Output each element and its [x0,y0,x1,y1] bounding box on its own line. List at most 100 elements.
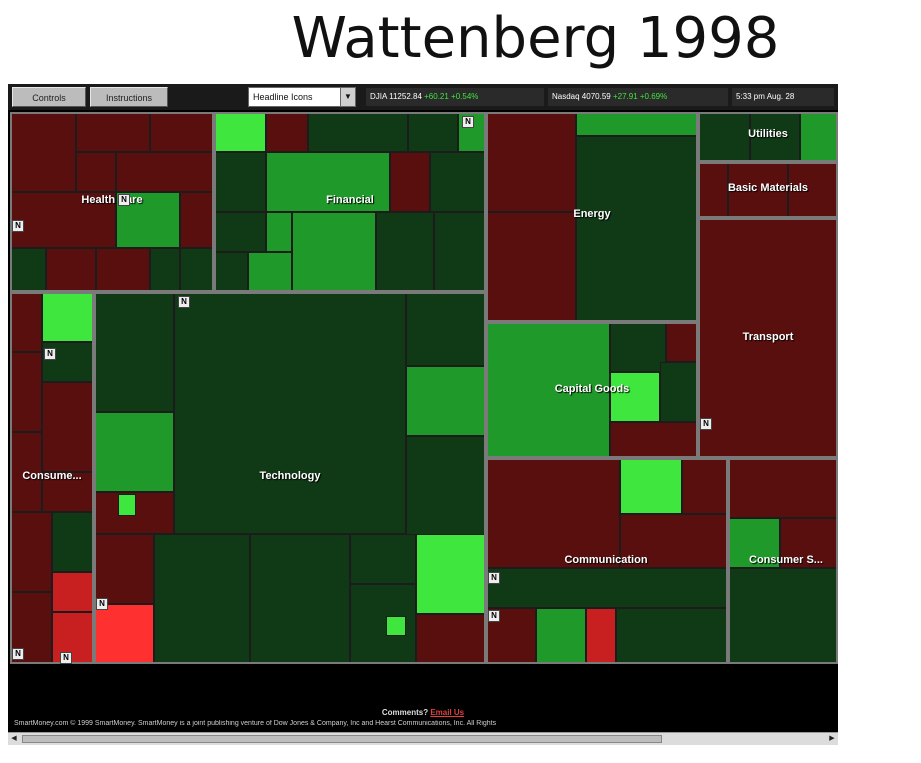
headline-badge[interactable]: N [700,418,712,430]
sector-label-energy[interactable]: Energy [573,208,611,220]
treemap-cell[interactable] [46,248,96,292]
treemap-cell[interactable] [682,458,728,514]
treemap-cell[interactable] [10,248,46,292]
treemap-cell[interactable] [416,614,486,664]
treemap-cell[interactable] [150,112,214,152]
treemap-cell[interactable] [94,412,174,492]
treemap-cell[interactable] [430,152,486,212]
treemap-cell[interactable] [214,252,248,292]
treemap-cell[interactable] [10,192,116,248]
view-select[interactable]: Headline Icons ▼ [248,87,356,107]
sector-label-health-care[interactable]: Health Care [81,194,143,206]
treemap-cell[interactable] [728,458,838,518]
headline-badge[interactable]: N [178,296,190,308]
treemap-cell[interactable] [42,382,94,472]
treemap-cell[interactable] [180,192,214,248]
treemap-cell[interactable] [76,112,150,152]
treemap-cell[interactable] [266,212,292,252]
treemap-cell[interactable] [728,568,838,664]
treemap-cell[interactable] [174,292,406,534]
treemap-cell[interactable] [698,112,750,162]
treemap-cell[interactable] [698,218,838,458]
treemap-cell[interactable] [350,584,416,664]
treemap-cell[interactable] [610,372,660,422]
headline-badge[interactable]: N [12,648,24,660]
scroll-right-icon[interactable]: ▶ [829,735,835,742]
chevron-down-icon[interactable]: ▼ [340,88,355,106]
sector-label-technology[interactable]: Technology [259,470,321,482]
sector-label-communication[interactable]: Communication [564,554,648,566]
treemap-cell[interactable] [536,608,586,664]
treemap-cell[interactable] [406,436,486,536]
treemap-cell[interactable] [376,212,434,292]
treemap-cell[interactable] [214,212,266,252]
treemap-cell[interactable] [728,518,780,568]
treemap-cell[interactable] [292,212,376,292]
treemap-cell[interactable] [266,152,390,212]
treemap-cell[interactable] [610,422,698,458]
treemap-cell[interactable] [10,292,42,352]
treemap-cell[interactable] [386,616,406,636]
headline-badge[interactable]: N [118,194,130,206]
instructions-button[interactable]: Instructions [90,87,168,107]
sector-label-capital-goods[interactable]: Capital Goods [554,383,630,395]
treemap-cell[interactable] [486,212,576,322]
treemap-cell[interactable] [666,322,698,362]
treemap-cell[interactable] [94,292,174,412]
treemap-cell[interactable] [486,458,620,568]
sector-label-transport[interactable]: Transport [742,331,794,343]
controls-button[interactable]: Controls [12,87,86,107]
treemap-cell[interactable] [308,112,408,152]
treemap-cell[interactable] [620,458,682,514]
treemap-cell[interactable] [434,212,486,292]
treemap-cell[interactable] [616,608,728,664]
treemap-cell[interactable] [52,572,94,612]
treemap-cell[interactable] [576,112,698,136]
treemap-cell[interactable] [250,534,350,664]
sector-label-consumer-staples[interactable]: Consumer S... [749,554,823,566]
email-us-link[interactable]: Email Us [430,708,465,717]
headline-badge[interactable]: N [96,598,108,610]
treemap-cell[interactable] [214,112,266,152]
sector-label-utilities[interactable]: Utilities [748,128,788,140]
treemap-cell[interactable] [610,322,666,372]
treemap-cell[interactable] [486,112,576,212]
sector-label-financial[interactable]: Financial [326,194,374,206]
sector-label-basic-materials[interactable]: Basic Materials [727,182,809,194]
treemap-cell[interactable] [116,152,214,192]
treemap-cell[interactable] [150,248,180,292]
treemap-cell[interactable] [10,352,42,432]
treemap-cell[interactable] [96,248,150,292]
scroll-left-icon[interactable]: ◀ [11,735,17,742]
treemap-cell[interactable] [408,112,458,152]
treemap-cell[interactable] [76,152,116,192]
treemap-cell[interactable] [660,362,698,422]
treemap-cell[interactable] [788,162,838,218]
treemap-cell[interactable] [94,534,154,604]
treemap-cell[interactable] [576,136,698,322]
treemap-cell[interactable] [800,112,838,162]
treemap-cell[interactable] [118,494,136,516]
treemap-cell[interactable] [94,604,154,664]
treemap-cell[interactable] [52,612,94,664]
treemap-cell[interactable] [180,248,214,292]
headline-badge[interactable]: N [12,220,24,232]
treemap-cell[interactable] [406,292,486,366]
treemap-cell[interactable] [266,112,308,152]
headline-badge[interactable]: N [60,652,72,664]
sector-label-consumer-cyclical[interactable]: Consume... [22,470,82,482]
treemap-cell[interactable] [154,534,250,664]
treemap-cell[interactable] [248,252,292,292]
headline-badge[interactable]: N [488,572,500,584]
scrollbar-thumb[interactable] [22,735,662,743]
horizontal-scrollbar[interactable]: ◀ ▶ [8,732,838,745]
treemap-cell[interactable] [486,568,728,608]
treemap-cell[interactable] [10,112,76,192]
headline-badge[interactable]: N [462,116,474,128]
treemap-cell[interactable] [390,152,430,212]
treemap-cell[interactable] [698,162,728,218]
treemap-cell[interactable] [406,366,486,436]
treemap-cell[interactable] [214,152,266,212]
treemap-cell[interactable] [586,608,616,664]
treemap-cell[interactable] [350,534,416,584]
